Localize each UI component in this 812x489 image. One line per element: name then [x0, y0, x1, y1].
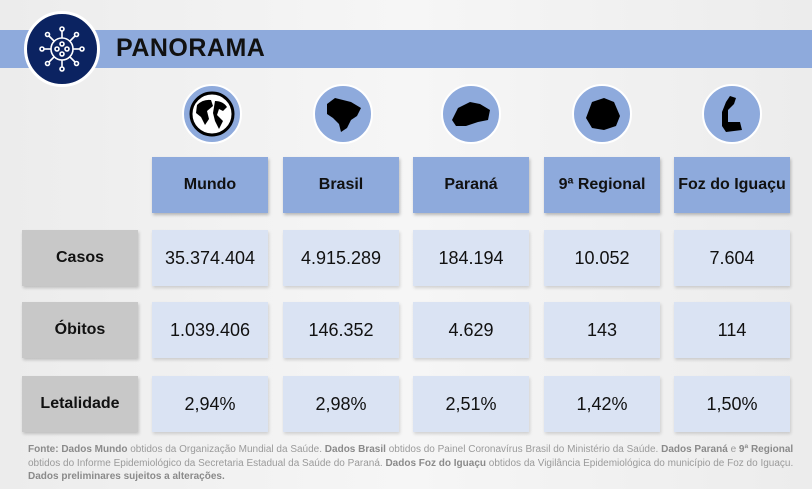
table-cell: 1,50% — [674, 376, 790, 432]
table-cell: 10.052 — [544, 230, 660, 286]
table-cell: 114 — [674, 302, 790, 358]
table-cell: 143 — [544, 302, 660, 358]
table-cell: 4.915.289 — [283, 230, 399, 286]
table-cell: 2,94% — [152, 376, 268, 432]
table-cell: 7.604 — [674, 230, 790, 286]
column-header-mundo: Mundo — [152, 157, 268, 213]
table-cell: 2,51% — [413, 376, 529, 432]
table-cell: 2,98% — [283, 376, 399, 432]
virus-icon — [24, 11, 100, 87]
parana-map-icon — [441, 84, 501, 144]
column-header-brasil: Brasil — [283, 157, 399, 213]
table-cell: 1,42% — [544, 376, 660, 432]
table-cell: 184.194 — [413, 230, 529, 286]
row-label-casos: Casos — [22, 230, 138, 286]
source-footnote: Fonte: Dados Mundo obtidos da Organizaçã… — [28, 444, 794, 482]
brazil-map-icon — [313, 84, 373, 144]
table-cell: 1.039.406 — [152, 302, 268, 358]
row-label-letalidade: Letalidade — [22, 376, 138, 432]
table-cell: 35.374.404 — [152, 230, 268, 286]
column-header-9-regional: 9ª Regional — [544, 157, 660, 213]
foz-map-icon — [702, 84, 762, 144]
row-label-obitos: Óbitos — [22, 302, 138, 358]
table-cell: 4.629 — [413, 302, 529, 358]
page-title: PANORAMA — [116, 34, 266, 62]
table-cell: 146.352 — [283, 302, 399, 358]
column-header-parana: Paraná — [413, 157, 529, 213]
globe-icon — [182, 84, 242, 144]
title-banner — [0, 30, 812, 68]
regional-map-icon — [572, 84, 632, 144]
column-header-foz: Foz do Iguaçu — [674, 157, 790, 213]
